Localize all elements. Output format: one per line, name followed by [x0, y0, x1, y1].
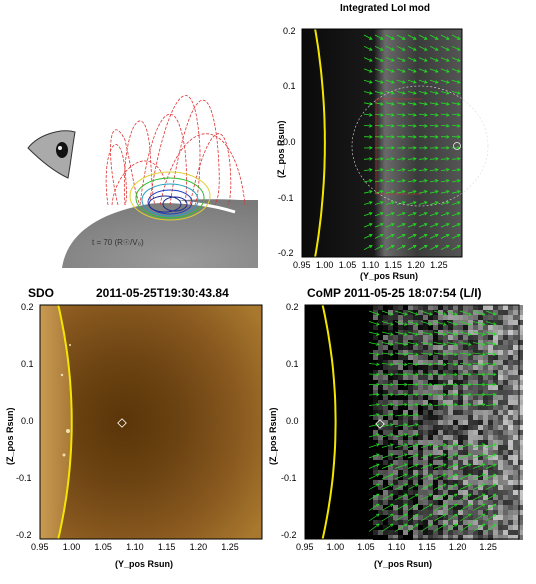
model-ytick-label: 0.1 — [283, 81, 296, 92]
comp-marker — [375, 419, 385, 429]
comp-xlabel: (Y_pos Rsun) — [374, 559, 433, 569]
model-ytick-label: 0.0 — [283, 137, 296, 147]
schematic-panel: t = 70 (R☉/V₀) — [0, 0, 268, 270]
model-marker — [453, 142, 461, 150]
white-band — [94, 200, 236, 215]
model-xtick-label: 1.20 — [407, 260, 425, 270]
sdo-xtick-label: 1.20 — [189, 542, 208, 552]
comp-ytick-label: -0.2 — [281, 530, 297, 541]
model-contour-red — [375, 98, 422, 195]
model-xtick-label: 1.10 — [361, 260, 380, 270]
schematic-drawing — [27, 95, 258, 268]
sdo-ytick-label: -0.2 — [16, 530, 32, 541]
sdo-ytick-label: -0.1 — [16, 473, 32, 484]
sdo-ylabel: (Z_pos Rsun) — [5, 407, 15, 466]
model-vectors — [363, 34, 461, 251]
comp-ytick-label: 0.2 — [286, 301, 299, 312]
comp-xtick-label: 1.10 — [387, 542, 406, 552]
sdo-limb — [57, 304, 73, 540]
model-limb — [314, 28, 326, 258]
sun-surface — [62, 199, 258, 268]
sdo-xtick-label: 1.00 — [62, 542, 81, 552]
comp-plot — [304, 304, 523, 540]
sdo-title-left: SDO — [28, 286, 55, 300]
model-image — [302, 29, 462, 257]
sdo-ytick-label: 0.1 — [21, 358, 34, 369]
model-title: Integrated LoI mod — [340, 3, 430, 14]
model-xtick-label: 1.00 — [315, 260, 334, 270]
model-contour-white — [351, 85, 489, 207]
comp-ytick-label: 0.1 — [286, 358, 299, 369]
sdo-xtick-label: 1.25 — [221, 542, 239, 552]
model-ytick-label: -0.1 — [278, 192, 294, 203]
field-lines — [105, 95, 246, 206]
model-xtick-label: 0.95 — [293, 260, 311, 270]
comp-limb — [321, 304, 337, 540]
eye-icon — [27, 130, 76, 179]
sdo-xtick-label: 0.95 — [31, 542, 49, 552]
sdo-ytick-label: 0.0 — [21, 416, 34, 426]
sdo-xtick-label: 1.15 — [157, 542, 176, 552]
comp-ylabel: (Z_pos Rsun) — [268, 407, 278, 466]
sdo-marker — [117, 418, 127, 428]
comp-xtick-label: 1.00 — [326, 542, 345, 552]
flux-rope — [129, 171, 211, 221]
comp-vectors — [368, 310, 497, 532]
comp-xtick-label: 1.05 — [357, 542, 375, 552]
model-xtick-label: 1.15 — [384, 260, 402, 270]
schematic-caption: t = 70 (R☉/V₀) — [92, 238, 144, 247]
comp-noise — [373, 305, 523, 540]
sdo-disk — [40, 305, 72, 539]
sdo-ytick-label: 0.2 — [21, 301, 34, 312]
sdo-image — [40, 305, 262, 539]
sdo-title-right: 2011-05-25T19:30:43.84 — [96, 286, 229, 300]
model-ytick-label: -0.2 — [278, 248, 294, 259]
model-xtick-label: 1.05 — [338, 260, 357, 270]
sdo-xtick-label: 1.05 — [94, 542, 112, 552]
comp-xtick-label: 1.20 — [448, 542, 467, 552]
model-ytick-label: 0.2 — [283, 25, 296, 36]
comp-xtick-label: 0.95 — [296, 542, 314, 552]
sdo-plot — [39, 304, 263, 540]
comp-xtick-label: 1.25 — [479, 542, 497, 552]
model-plot — [301, 28, 489, 258]
sdo-xtick-label: 1.10 — [126, 542, 144, 552]
comp-ytick-label: -0.1 — [281, 473, 297, 484]
model-xlabel: (Y_pos Rsun) — [360, 271, 419, 281]
comp-title: CoMP 2011-05-25 18:07:54 (L/I) — [307, 286, 482, 300]
model-xtick-label: 1.25 — [430, 260, 448, 270]
comp-xtick-label: 1.15 — [418, 542, 436, 552]
sdo-xlabel: (Y_pos Rsun) — [115, 559, 174, 569]
sdo-bright-points — [60, 344, 71, 457]
comp-ytick-label: 0.0 — [286, 416, 299, 426]
model-ylabel: (Z_pos Rsun) — [276, 120, 286, 179]
